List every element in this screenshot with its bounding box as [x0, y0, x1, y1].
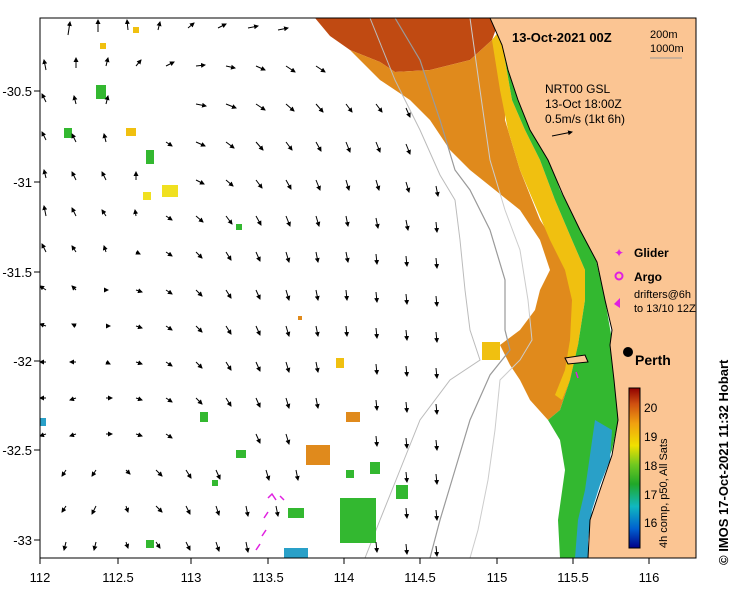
colorbar — [628, 387, 641, 549]
y-tick-label: -30.5 — [2, 84, 32, 99]
y-tick-label: -31 — [13, 175, 32, 190]
isobath-shelf — [469, 18, 533, 558]
x-tick-label: 112.5 — [102, 570, 134, 585]
land-mass — [489, 18, 696, 558]
x-tick-label: 114.5 — [404, 570, 436, 585]
y-tick-label: -32 — [13, 354, 32, 369]
isobath-200m — [394, 18, 511, 558]
colorbar-tick: 17 — [644, 488, 658, 502]
colorbar-tick: 16 — [644, 516, 658, 530]
y-tick-label: -31.5 — [2, 265, 32, 280]
glider-marker: ✦ — [614, 246, 624, 260]
argo-label: Argo — [634, 270, 662, 284]
sst-green-band — [500, 30, 618, 558]
colorbar-label: 4h comp, p50, All Sats — [658, 438, 670, 548]
island — [564, 354, 589, 365]
perth-label: Perth — [635, 352, 671, 368]
axis-ticks — [34, 90, 650, 564]
glider-label: Glider — [634, 246, 669, 260]
isobath-1000m — [364, 18, 481, 558]
sst-cold-band — [575, 420, 612, 558]
depth-legend-200m: 200m — [650, 29, 678, 41]
credit-text: © IMOS 17-Oct-2021 11:32 Hobart — [716, 359, 731, 565]
map-title: 13-Oct-2021 00Z — [512, 30, 612, 45]
scale-arrow — [551, 130, 573, 137]
x-tick-label: 112 — [30, 570, 51, 585]
current-model: NRT00 GSL — [545, 82, 610, 96]
x-axis-labels: 112 112.5 113 113.5 114 114.5 115 115.5 … — [30, 570, 660, 585]
sst-hot-band — [315, 18, 500, 72]
x-tick-label: 115.5 — [557, 570, 589, 585]
drifters-label-2: to 13/10 12Z — [634, 303, 696, 315]
drifter-tracks — [255, 371, 579, 551]
colorbar-tick: 19 — [644, 430, 658, 444]
sst-yellow-band — [492, 30, 585, 400]
y-tick-label: -33 — [13, 533, 32, 548]
x-tick-label: 113.5 — [252, 570, 284, 585]
colorbar-tick: 20 — [644, 401, 658, 415]
y-tick-label: -32.5 — [2, 443, 32, 458]
plot-frame — [39, 17, 697, 559]
y-axis-labels: -30.5 -31 -31.5 -32 -32.5 -33 — [2, 84, 32, 548]
x-tick-label: 114 — [334, 570, 355, 585]
colorbar-ticks: 20 19 18 17 16 — [644, 401, 658, 530]
colorbar-tick: 18 — [644, 459, 658, 473]
drifter-marker — [614, 298, 620, 308]
argo-marker — [614, 271, 624, 281]
x-tick-label: 115 — [487, 570, 508, 585]
x-tick-label: 113 — [181, 570, 202, 585]
current-scale: 0.5m/s (1kt 6h) — [545, 112, 625, 126]
current-time: 13-Oct 18:00Z — [545, 97, 622, 111]
current-vectors — [40, 19, 440, 557]
sst-warm-band — [350, 30, 578, 420]
drifters-label: drifters@6h — [634, 289, 691, 301]
perth-marker — [623, 347, 633, 357]
depth-legend-1000m: 1000m — [650, 43, 684, 55]
x-tick-label: 116 — [639, 570, 660, 585]
scattered-sst-pixels — [40, 27, 500, 558]
